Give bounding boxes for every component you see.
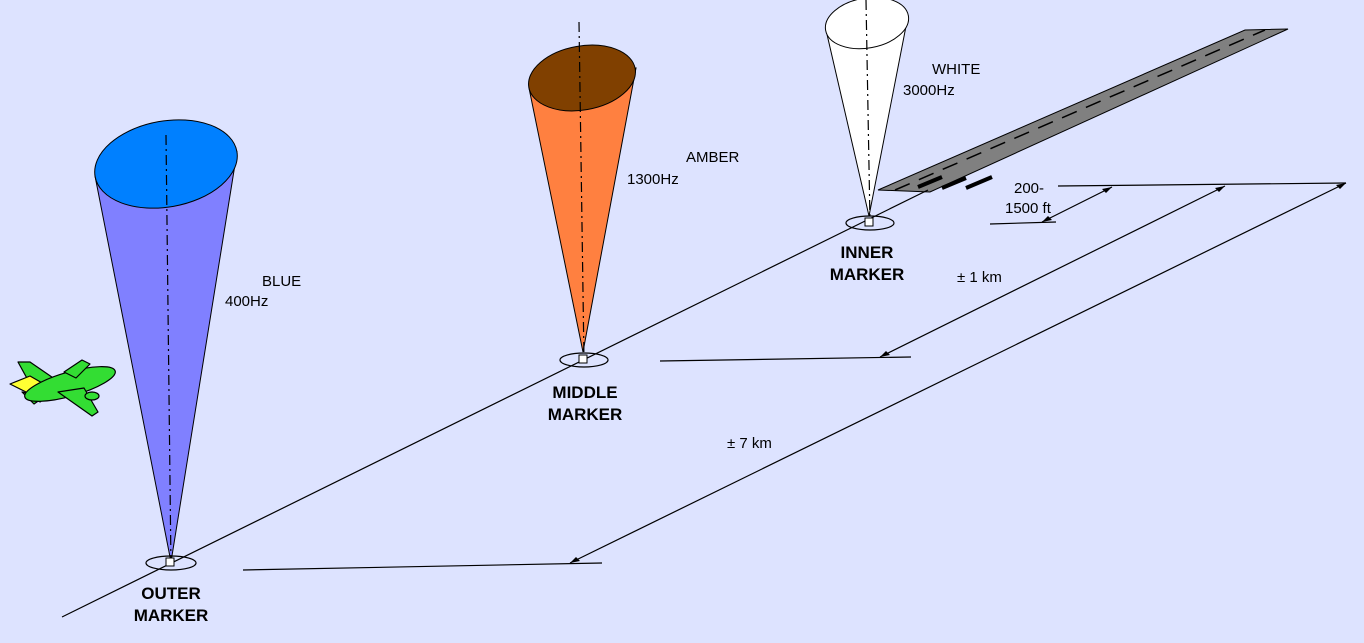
middle-marker-beacon — [528, 21, 637, 368]
outer-marker-beacon — [94, 119, 238, 571]
outer-freq-label: 400Hz — [225, 293, 268, 310]
outer-distance-label: ± 7 km — [727, 435, 772, 452]
middle-color-label: AMBER — [686, 149, 740, 166]
approach-path-line — [61, 189, 929, 618]
middle-marker-ground-ring — [559, 352, 609, 368]
aircraft-icon — [9, 359, 116, 417]
runway-centerline — [894, 29, 1266, 191]
outer-marker-cone — [94, 151, 238, 563]
inner-marker-beacon — [824, 0, 910, 231]
inner-color-label: WHITE — [932, 61, 980, 78]
dimension-arrows — [570, 183, 1346, 563]
inner-distance-label-line2: 1500 ft — [1005, 200, 1052, 217]
dimension-lines — [242, 182, 1347, 571]
runway-threshold-marks — [917, 175, 993, 190]
runway — [877, 28, 1289, 193]
middle-marker-cone-top — [528, 44, 636, 112]
outer-color-label: BLUE — [262, 273, 301, 290]
outer-marker-name-line2: MARKER — [134, 606, 209, 625]
middle-freq-label: 1300Hz — [627, 171, 679, 188]
outer-marker-ground-ring — [145, 555, 197, 571]
inner-freq-label: 3000Hz — [903, 82, 955, 99]
middle-marker-name: MIDDLE — [552, 383, 617, 402]
middle-marker-name-line2: MARKER — [548, 405, 623, 424]
outer-marker-name: OUTER — [141, 584, 201, 603]
inner-distance-label: 200- — [1014, 180, 1044, 197]
inner-marker-name-line2: MARKER — [830, 265, 905, 284]
inner-marker-name: INNER — [841, 243, 894, 262]
inner-marker-ground-ring — [845, 215, 895, 231]
middle-distance-label: ± 1 km — [957, 269, 1002, 286]
